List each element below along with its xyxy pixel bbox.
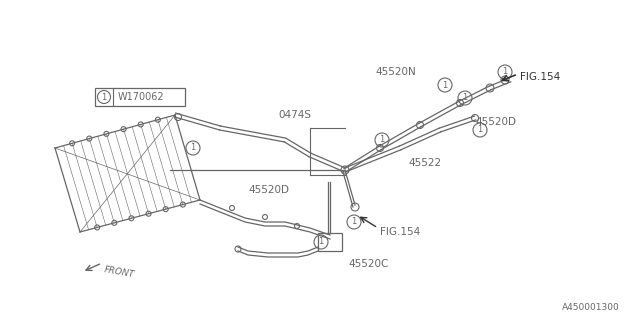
Text: 1: 1 xyxy=(502,68,508,76)
Text: 45520D: 45520D xyxy=(475,117,516,127)
Text: FRONT: FRONT xyxy=(103,265,135,279)
Text: 1: 1 xyxy=(318,237,324,246)
Text: FIG.154: FIG.154 xyxy=(380,227,420,237)
Text: FIG.154: FIG.154 xyxy=(520,72,560,82)
Text: 45520D: 45520D xyxy=(248,185,289,195)
Text: 1: 1 xyxy=(462,93,468,102)
Bar xyxy=(318,233,342,251)
Text: 1: 1 xyxy=(442,81,447,90)
Text: 45520C: 45520C xyxy=(348,259,388,269)
Text: 1: 1 xyxy=(351,218,356,227)
Text: 45520N: 45520N xyxy=(375,67,416,77)
Text: 1: 1 xyxy=(380,135,385,145)
Bar xyxy=(95,88,185,106)
Text: 1: 1 xyxy=(101,92,107,101)
Text: 1: 1 xyxy=(190,143,196,153)
Text: 1: 1 xyxy=(477,125,483,134)
Text: 45522: 45522 xyxy=(408,158,441,168)
Text: A450001300: A450001300 xyxy=(563,303,620,312)
Text: 0474S: 0474S xyxy=(278,110,311,120)
Text: W170062: W170062 xyxy=(118,92,164,102)
